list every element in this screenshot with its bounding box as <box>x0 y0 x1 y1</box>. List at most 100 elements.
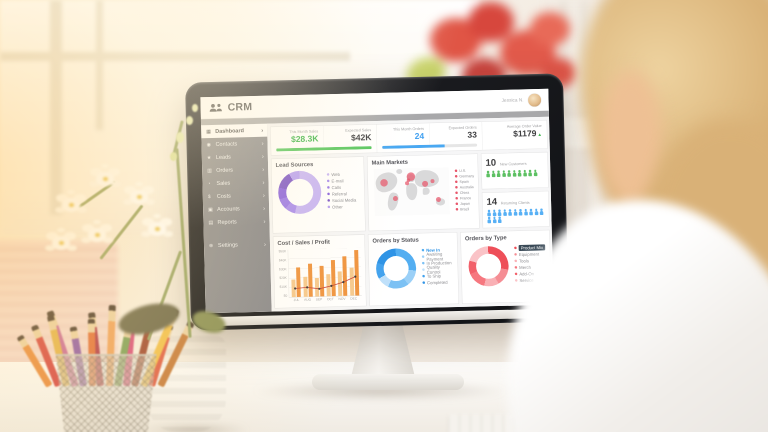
legend-bullet <box>455 197 458 200</box>
sidebar-item-label: Costs <box>216 193 231 200</box>
sidebar-item-reports[interactable]: ▤ Reports › <box>203 215 269 230</box>
x-tick: DEC <box>350 297 358 301</box>
crm-dashboard: CRM Jessica N. ▦ Dashboard › ◉ Contacts › ★ Lea… <box>200 88 554 314</box>
legend-item-other[interactable]: Other <box>327 203 357 210</box>
orders-by-status-donut-chart[interactable] <box>375 248 417 290</box>
costs-icon: $ <box>207 193 211 200</box>
kpi-average-order-value: Average Order Value $1179▲ <box>482 120 547 150</box>
person-icon <box>487 217 492 224</box>
stat-group: This Month Orders 24 Expected Orders 33 <box>376 121 483 153</box>
map-marker-france <box>406 178 411 182</box>
person-icon <box>523 209 528 216</box>
legend-bullet <box>421 255 425 258</box>
legend-bullet <box>421 248 425 252</box>
x-tick: NOV <box>338 297 346 301</box>
person-icon <box>507 170 512 177</box>
legend-bullet <box>514 272 518 276</box>
legend-label: Spain <box>459 179 469 184</box>
legend-item-quality-control[interactable]: Quality Control <box>422 264 455 275</box>
returning-clients-icons <box>487 208 547 223</box>
legend-label: Brazil <box>460 206 470 212</box>
legend-bullet <box>454 169 458 173</box>
sidebar: ▦ Dashboard › ◉ Contacts › ★ Leads › ▥ Orders › ◔ Sal… <box>201 123 272 314</box>
panel-title: Orders by Status <box>372 236 419 245</box>
legend-bullet <box>326 179 330 183</box>
legend-bullet <box>514 266 518 269</box>
legend-label: U.S. <box>459 168 467 173</box>
map-marker-spain <box>405 181 410 186</box>
map-marker-japan <box>430 179 435 184</box>
settings-icon: ⊛ <box>208 242 214 249</box>
x-tick: AUG <box>304 298 312 302</box>
person-icon <box>486 171 491 178</box>
legend-label: Germany <box>459 173 475 179</box>
legend-bullet <box>326 173 330 176</box>
legend-label: Referral <box>331 190 347 197</box>
person-icon <box>508 209 513 216</box>
cost-sales-profit-chart[interactable] <box>287 247 362 298</box>
chevron-right-icon: › <box>261 152 264 160</box>
lead-sources-donut-chart[interactable] <box>277 170 322 215</box>
chevron-right-icon: › <box>263 204 266 212</box>
map-marker-brazil <box>392 196 398 202</box>
sidebar-item-label: Sales <box>216 180 231 187</box>
legend-bullet <box>455 208 459 211</box>
user-avatar[interactable] <box>527 92 542 108</box>
legend-label: Australia <box>459 184 474 190</box>
person-icon <box>492 210 497 217</box>
monitor: CRM Jessica N. ▦ Dashboard › ◉ Contacts › ★ Lea… <box>185 73 569 331</box>
legend-bullet <box>454 175 458 178</box>
legend-bullet <box>514 279 518 282</box>
panel-cost-sales-profit: Cost / Sales / Profit $50K $40K $30K $20K $1… <box>272 234 367 309</box>
pencil-cup <box>16 282 196 432</box>
contacts-icon: ◉ <box>206 141 211 148</box>
person-icon <box>487 210 492 217</box>
legend-label: France <box>459 195 472 201</box>
sidebar-item-settings[interactable]: ⊛ Settings › <box>204 238 270 253</box>
legend-item-product-mix[interactable]: Product Mix <box>514 244 546 251</box>
person-icon <box>539 208 544 215</box>
chevron-right-icon: › <box>261 139 264 147</box>
app-logo[interactable]: CRM <box>209 101 253 114</box>
world-map[interactable] <box>373 167 450 217</box>
legend-bullet <box>514 253 517 256</box>
new-customers-icons <box>486 169 546 177</box>
kpi-value: $42K <box>350 132 372 143</box>
legend-label: Equipment <box>518 251 540 257</box>
returning-clients-label: Returning Clients <box>500 200 530 206</box>
legend-item-service[interactable]: Service <box>514 276 546 283</box>
panel-orders-by-status: Orders by Status New In Awaiting Payment I… <box>367 232 460 307</box>
person-icon <box>491 171 496 178</box>
legend-item-awaiting-payment[interactable]: Awaiting Payment <box>421 251 455 262</box>
sales-icon: ◔ <box>207 180 211 187</box>
chevron-right-icon: › <box>262 191 265 199</box>
person-icon <box>518 209 523 216</box>
person-icon <box>492 217 497 224</box>
person-icon <box>502 170 507 177</box>
legend-bullet <box>421 261 425 265</box>
legend-item-brazil[interactable]: Brazil <box>455 206 475 212</box>
legend-bullet <box>455 186 458 189</box>
trend-up-icon: ▲ <box>537 131 542 138</box>
keyboard <box>448 414 580 432</box>
legend-bullet <box>514 259 518 263</box>
orders-by-status-legend: New In Awaiting Payment In Production Quali… <box>421 246 455 288</box>
chevron-right-icon: › <box>262 165 265 173</box>
dashboard-icon: ▦ <box>206 128 212 135</box>
chevron-right-icon: › <box>262 178 265 186</box>
person-icon <box>517 170 522 177</box>
people-icon <box>209 103 222 112</box>
panel-title: Lead Sources <box>275 161 314 169</box>
panel-lead-sources: Lead Sources Web E-mail Calls Referral Socia… <box>270 156 366 234</box>
legend-item-completed[interactable]: Completed <box>422 279 455 286</box>
kpi-value: $28.3K <box>290 133 319 145</box>
leads-icon: ★ <box>206 154 212 161</box>
orders-by-type-donut-chart[interactable] <box>468 245 510 287</box>
legend-label: Completed <box>426 279 448 286</box>
legend-bullet <box>514 246 517 250</box>
new-customers-count: 10 <box>485 157 497 169</box>
screen: CRM Jessica N. ▦ Dashboard › ◉ Contacts › ★ Lea… <box>200 88 554 314</box>
legend-label: Tools <box>518 258 529 264</box>
y-tick: $10K <box>279 285 288 290</box>
person-icon <box>523 170 528 177</box>
